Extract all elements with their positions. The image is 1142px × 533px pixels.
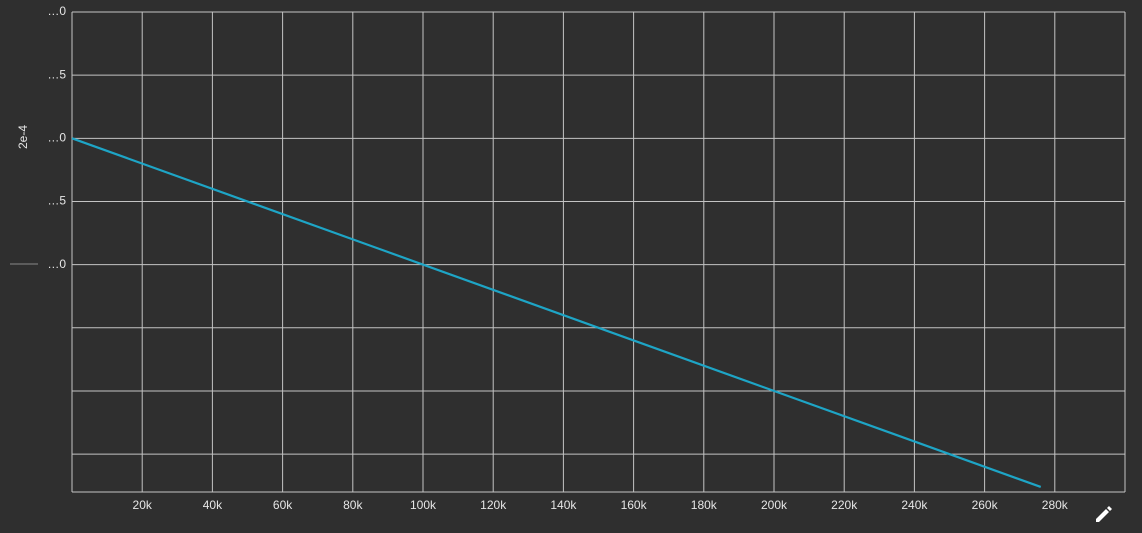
x-tick-label: 60k xyxy=(273,498,293,512)
x-tick-label: 180k xyxy=(691,498,718,512)
y-tick-label: …0 xyxy=(47,4,66,18)
x-tick-label: 40k xyxy=(203,498,223,512)
series-line xyxy=(71,137,1042,488)
x-tick-label: 160k xyxy=(621,498,648,512)
x-tick-label: 100k xyxy=(410,498,437,512)
edit-icon[interactable] xyxy=(1096,506,1112,522)
x-tick-label: 220k xyxy=(831,498,858,512)
y-tick-label: …5 xyxy=(47,67,66,81)
y-tick-label: …0 xyxy=(47,257,66,271)
x-tick-label: 140k xyxy=(550,498,577,512)
y-tick-label: …0 xyxy=(47,130,66,144)
y-axis-label: 2e-4 xyxy=(16,125,30,149)
x-tick-label: 240k xyxy=(901,498,928,512)
x-tick-label: 80k xyxy=(343,498,363,512)
x-tick-label: 280k xyxy=(1042,498,1069,512)
x-tick-label: 200k xyxy=(761,498,788,512)
x-tick-label: 20k xyxy=(133,498,153,512)
x-tick-label: 120k xyxy=(480,498,507,512)
y-tick-label: …5 xyxy=(47,194,66,208)
x-tick-label: 260k xyxy=(972,498,999,512)
